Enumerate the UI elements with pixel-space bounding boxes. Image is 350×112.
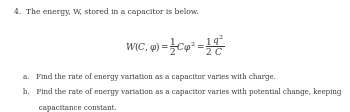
Text: a.   Find the rate of energy variation as a capacitor varies with charge.: a. Find the rate of energy variation as … [23,73,276,81]
Text: b.   Find the rate of energy variation as a capacitor varies with potential chan: b. Find the rate of energy variation as … [23,87,341,95]
Text: $W(C,\varphi) = \dfrac{1}{2}C\varphi^2 = \dfrac{1}{2}\dfrac{q^2}{C}$: $W(C,\varphi) = \dfrac{1}{2}C\varphi^2 =… [125,34,225,58]
Text: 4.  The energy, W, stored in a capacitor is below.: 4. The energy, W, stored in a capacitor … [14,8,199,16]
Text: capacitance constant.: capacitance constant. [23,103,116,111]
